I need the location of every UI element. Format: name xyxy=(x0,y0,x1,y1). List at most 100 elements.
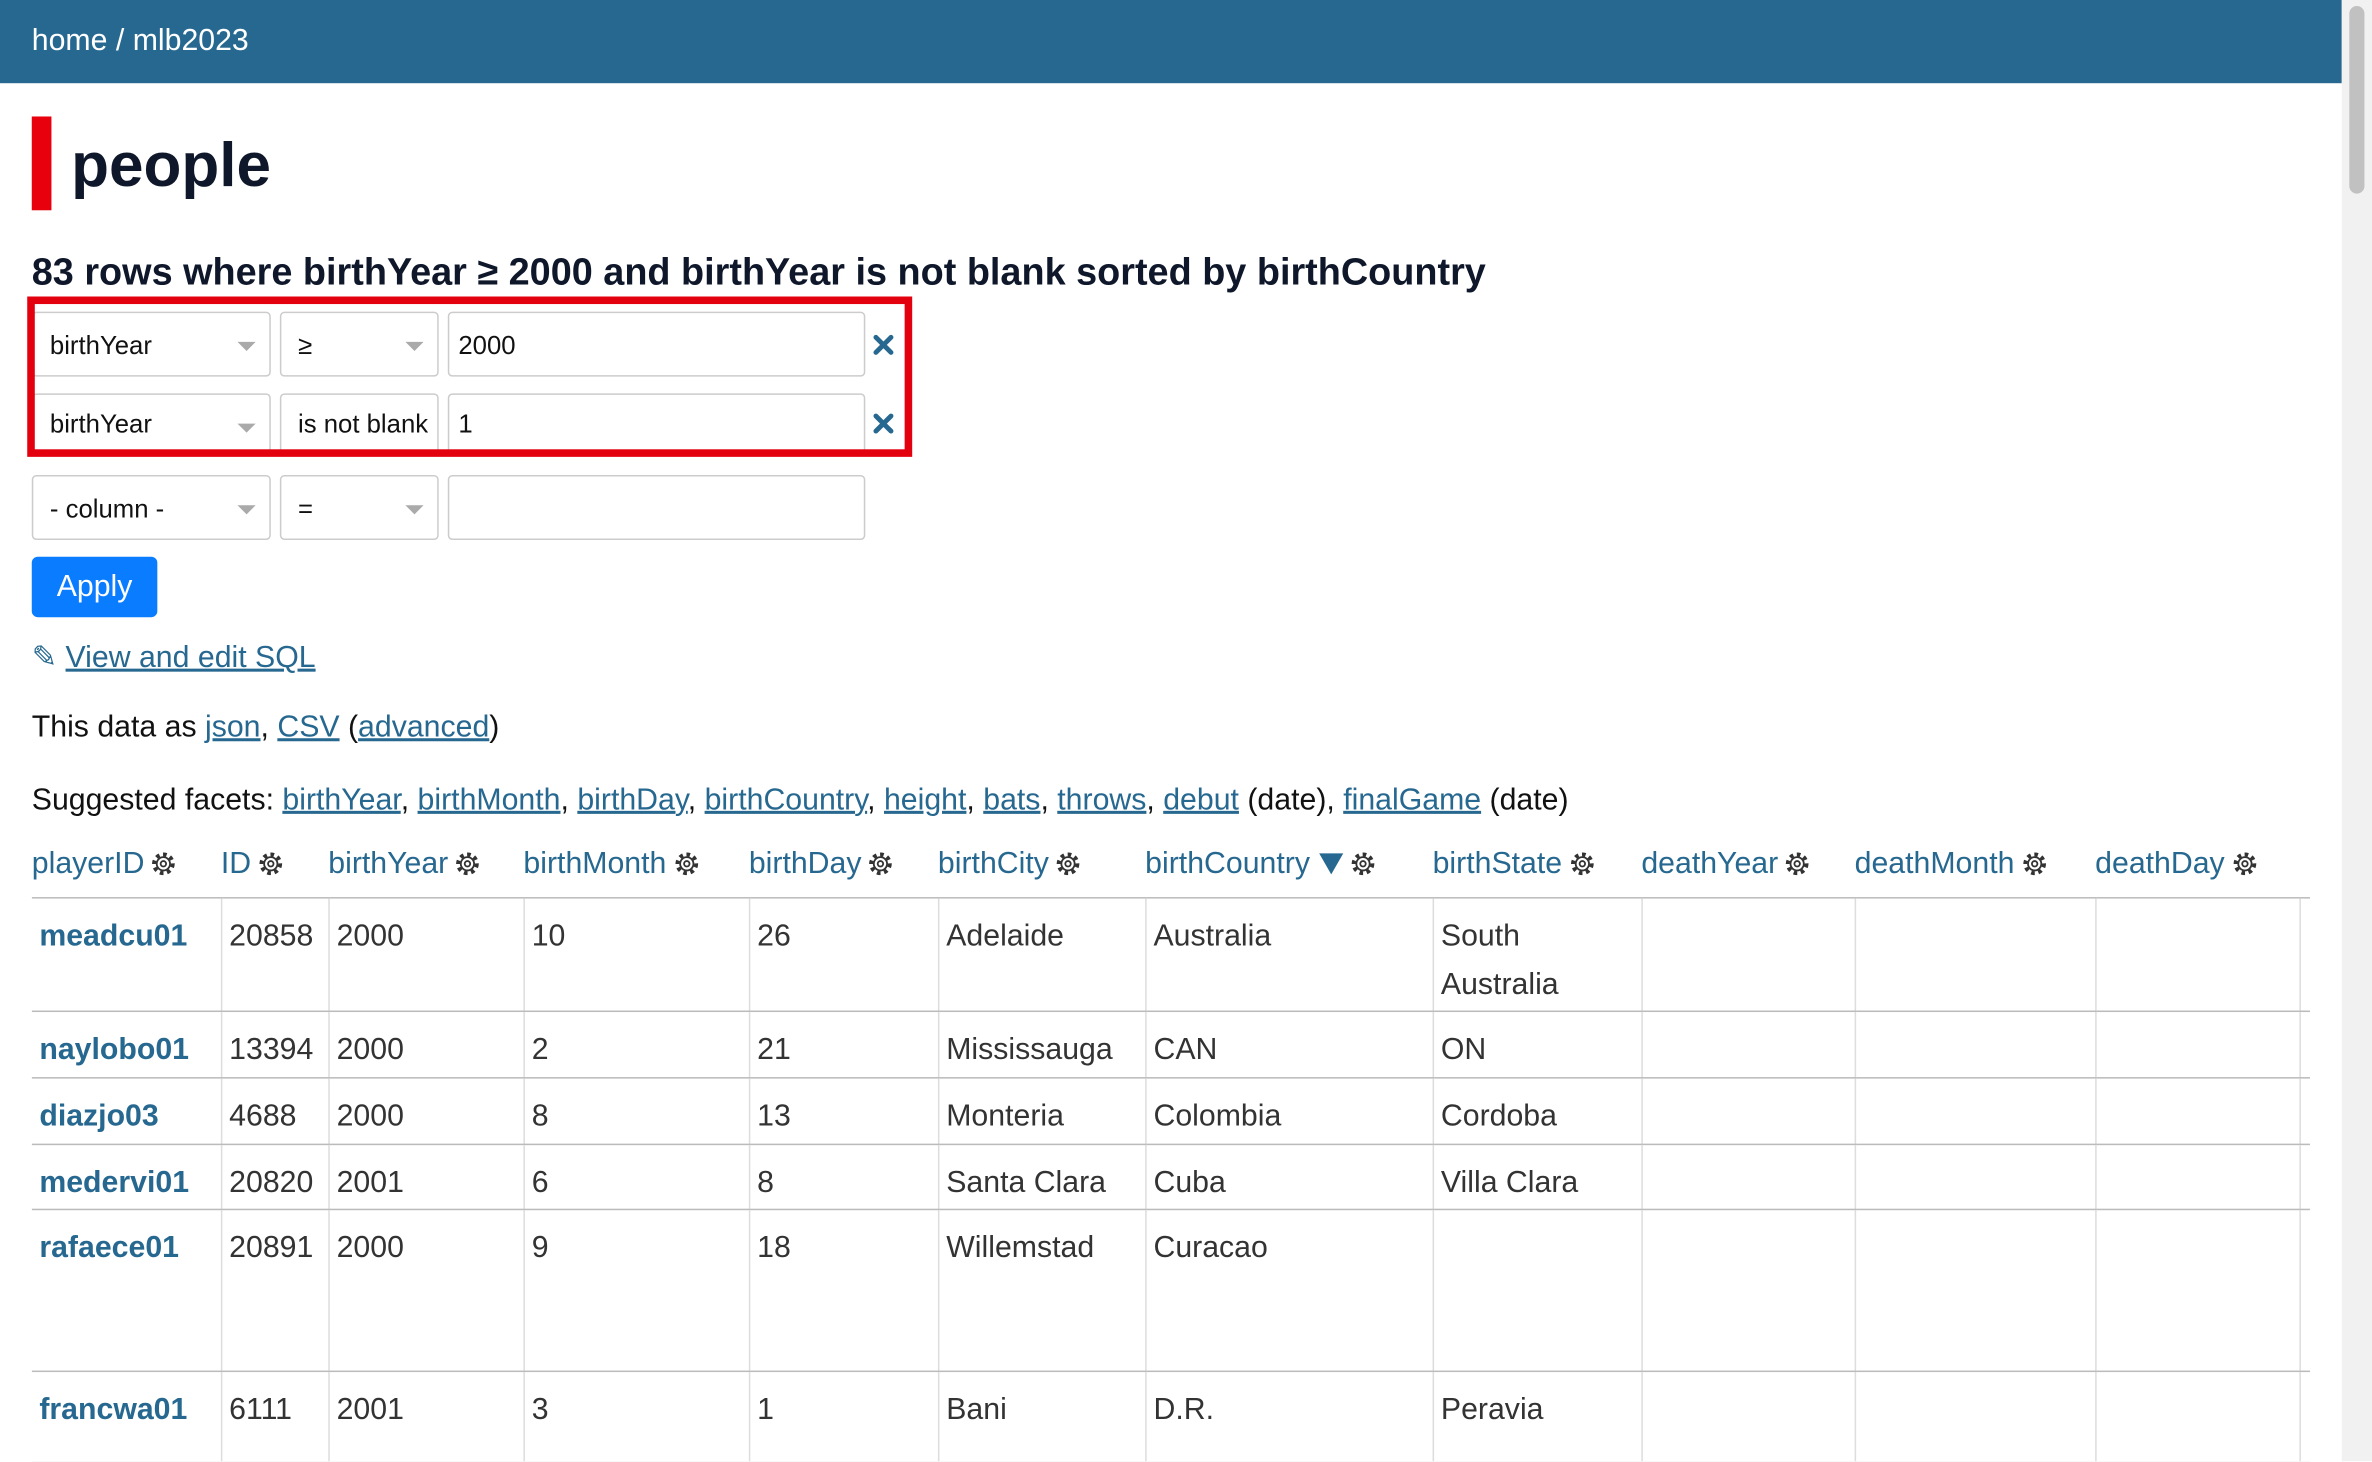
table-cell: Villa Clara xyxy=(1432,1144,1643,1211)
table-cell: Peravia xyxy=(1432,1371,1643,1462)
table-cell: Colombia xyxy=(1145,1077,1434,1146)
column-header-link[interactable]: deathYear xyxy=(1641,847,1779,881)
table-cell[interactable]: diazjo03 xyxy=(31,1077,222,1146)
table-cell: 2000 xyxy=(328,1011,525,1079)
gear-icon[interactable] xyxy=(454,850,481,877)
column-header-link[interactable]: birthDay xyxy=(748,847,862,881)
table-cell: Curacao xyxy=(1145,1209,1434,1373)
gear-icon[interactable] xyxy=(150,850,177,877)
sql-link[interactable]: View and edit SQL xyxy=(65,641,316,675)
table-cell: 20858 xyxy=(220,897,330,1013)
table-cell: 4688 xyxy=(220,1077,330,1146)
gear-icon[interactable] xyxy=(672,850,699,877)
link[interactable]: bats xyxy=(983,783,1041,817)
operator-select[interactable]: is not blank xyxy=(279,393,439,454)
breadcrumb: home / mlb2023 xyxy=(32,24,249,59)
column-header-link[interactable]: ID xyxy=(220,847,252,881)
link[interactable]: json xyxy=(205,710,261,745)
table-cell: Monteria xyxy=(937,1077,1146,1146)
column-header: playerID xyxy=(31,847,221,899)
link[interactable]: advanced xyxy=(358,710,490,745)
title-accent xyxy=(31,116,52,211)
table-cell xyxy=(2299,1371,2310,1462)
table-cell[interactable]: francwa01 xyxy=(31,1371,222,1462)
column-header-link[interactable]: birthState xyxy=(1432,847,1563,881)
data-table: playerID ID birthYear birthMonth birthDay bir… xyxy=(31,847,2310,1462)
link[interactable]: birthDay xyxy=(577,783,688,817)
link[interactable]: birthMonth xyxy=(417,783,561,817)
column-header-link[interactable]: deathMonth xyxy=(1854,847,2015,881)
table-cell xyxy=(2095,1011,2301,1079)
column-header-link[interactable]: deathDay xyxy=(2095,847,2225,881)
table-cell: 20891 xyxy=(220,1209,330,1373)
column-header-link[interactable]: birthYear xyxy=(328,847,449,881)
export-links: This data as json, CSV (advanced) xyxy=(32,711,500,746)
input-text: 2000 xyxy=(458,330,516,360)
scrollbar-thumb xyxy=(2349,6,2365,194)
value-input[interactable]: 2000 xyxy=(447,311,866,377)
table-cell: 6 xyxy=(523,1144,750,1211)
column-select[interactable]: birthYear xyxy=(31,393,271,454)
link[interactable]: height xyxy=(883,783,967,817)
gear-icon[interactable] xyxy=(1568,850,1595,877)
table-cell xyxy=(1854,1144,2096,1211)
table-cell[interactable]: meadcu01 xyxy=(31,897,222,1013)
column-header-link[interactable]: birthCountry xyxy=(1145,847,1310,881)
remove-filter[interactable] xyxy=(873,413,894,434)
operator-select[interactable]: = xyxy=(279,475,439,541)
breadcrumb-link[interactable]: mlb2023 xyxy=(132,24,249,58)
column-header-link[interactable]: birthCity xyxy=(937,847,1049,881)
link[interactable]: birthYear xyxy=(282,783,401,817)
column-header-link[interactable]: playerID xyxy=(31,847,145,881)
remove-filter[interactable] xyxy=(873,334,894,355)
column-select[interactable]: birthYear xyxy=(31,311,271,377)
link[interactable]: birthCountry xyxy=(704,783,868,817)
text: ( xyxy=(339,710,359,745)
table-cell: Mississauga xyxy=(937,1011,1146,1079)
gear-icon[interactable] xyxy=(257,850,284,877)
table-cell: 8 xyxy=(523,1077,750,1146)
table-cell: 13394 xyxy=(220,1011,330,1079)
column-header: birthDay xyxy=(748,847,938,899)
link[interactable]: debut xyxy=(1163,783,1239,817)
breadcrumb-link[interactable]: home xyxy=(31,24,108,58)
gear-icon[interactable] xyxy=(2231,850,2258,877)
select-text: birthYear xyxy=(49,409,152,439)
gear-icon[interactable] xyxy=(1055,850,1082,877)
dropdown-caret xyxy=(237,505,256,515)
table-cell: 8 xyxy=(748,1144,939,1211)
gear-icon[interactable] xyxy=(1784,850,1811,877)
link[interactable]: CSV xyxy=(277,710,340,745)
operator-select[interactable]: ≥ xyxy=(279,311,439,377)
table-cell[interactable]: medervi01 xyxy=(31,1144,222,1211)
table-cell: Santa Clara xyxy=(937,1144,1146,1211)
column-header xyxy=(2299,847,2310,899)
column-header: birthYear xyxy=(328,847,524,899)
value-input[interactable]: 1 xyxy=(447,393,866,454)
select-text: ≥ xyxy=(298,330,313,360)
table-cell xyxy=(2299,1077,2310,1146)
column-select[interactable]: - column - xyxy=(31,475,271,541)
dropdown-caret xyxy=(237,423,256,433)
breadcrumb-separator: / xyxy=(115,24,125,58)
table-cell: 18 xyxy=(748,1209,939,1373)
table-cell: D.R. xyxy=(1145,1371,1434,1462)
column-header: birthMonth xyxy=(523,847,749,899)
gear-icon[interactable] xyxy=(868,850,895,877)
table-cell[interactable]: rafaece01 xyxy=(31,1209,222,1373)
value-input[interactable] xyxy=(447,475,866,541)
text: , xyxy=(1040,783,1058,817)
table-cell xyxy=(2095,1144,2301,1211)
gear-icon[interactable] xyxy=(1349,850,1376,877)
table-cell[interactable]: naylobo01 xyxy=(31,1011,222,1079)
column-header: deathDay xyxy=(2095,847,2300,899)
gear-icon[interactable] xyxy=(2021,850,2048,877)
link[interactable]: throws xyxy=(1057,783,1147,817)
table-row: medervi01 20820 2001 6 8 Santa Clara Cuba Villa… xyxy=(31,1144,2310,1211)
link[interactable]: finalGame xyxy=(1343,783,1482,817)
table-row: francwa01 6111 2001 3 1 Bani D.R. Peravia xyxy=(31,1371,2310,1462)
column-header-link[interactable]: birthMonth xyxy=(523,847,667,881)
column-header: deathYear xyxy=(1641,847,1855,899)
apply-button[interactable]: Apply xyxy=(31,556,158,618)
